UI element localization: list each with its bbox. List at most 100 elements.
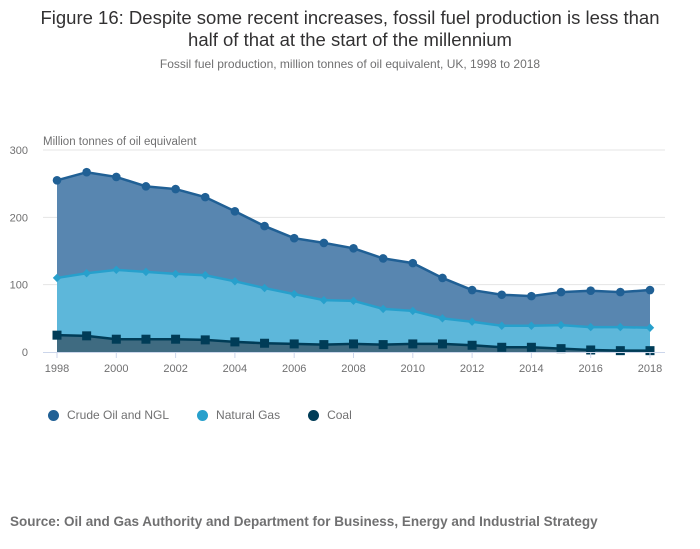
point-natural-gas — [527, 321, 536, 330]
point-coal — [497, 342, 507, 352]
point-coal — [52, 330, 62, 340]
legend-natural-gas-dot-icon — [197, 409, 209, 421]
source-note: Source: Oil and Gas Authority and Depart… — [10, 514, 598, 529]
x-tick-label: 2004 — [223, 363, 247, 375]
chart-title: Figure 16: Despite some recent increases… — [0, 7, 700, 51]
y-axis-label: Million tonnes of oil equivalent — [43, 136, 197, 148]
point-crude-oil-and-ngl — [467, 285, 477, 295]
point-coal — [645, 346, 655, 356]
point-natural-gas — [82, 269, 91, 278]
x-tick-label: 2006 — [282, 363, 306, 375]
x-tick-label: 2018 — [638, 363, 662, 375]
point-coal — [141, 334, 151, 344]
point-natural-gas — [556, 320, 566, 330]
point-crude-oil-and-ngl — [616, 287, 625, 297]
point-crude-oil-and-ngl — [141, 182, 151, 191]
x-axis — [43, 352, 665, 358]
point-natural-gas — [290, 289, 299, 299]
point-crude-oil-and-ngl — [556, 287, 566, 297]
point-natural-gas — [112, 265, 121, 275]
point-coal — [200, 335, 210, 345]
point-natural-gas — [171, 269, 180, 279]
point-natural-gas — [230, 277, 240, 286]
point-coal — [230, 337, 240, 347]
point-coal — [378, 340, 388, 350]
x-tick-label: 2000 — [104, 363, 128, 375]
point-coal — [586, 345, 596, 355]
legend-item-crude-oil[interactable]: Crude Oil and NGL — [48, 408, 169, 422]
point-crude-oil-and-ngl — [82, 167, 91, 177]
point-crude-oil-and-ngl — [586, 286, 595, 296]
series-markers — [52, 167, 655, 356]
y-tick-label: 0 — [22, 347, 28, 359]
point-coal — [319, 340, 329, 350]
point-coal — [615, 346, 625, 356]
y-tick-label: 100 — [10, 280, 28, 292]
point-crude-oil-and-ngl — [200, 192, 210, 202]
area-natural-gas — [57, 269, 650, 352]
legend-crude-oil-dot-icon — [48, 409, 59, 421]
point-natural-gas — [467, 317, 477, 326]
point-coal — [289, 339, 299, 349]
point-natural-gas — [497, 321, 506, 330]
point-crude-oil-and-ngl — [527, 291, 536, 301]
point-coal — [437, 339, 447, 349]
x-tick-label: 2012 — [460, 363, 484, 375]
point-natural-gas — [378, 304, 388, 314]
x-tick-label: 2008 — [341, 363, 365, 375]
point-natural-gas — [52, 273, 62, 283]
point-natural-gas — [616, 322, 625, 332]
x-tick-label: 1998 — [45, 363, 69, 375]
point-coal — [349, 339, 358, 349]
point-coal — [82, 331, 92, 341]
legend-label: Coal — [327, 408, 352, 422]
y-tick-label: 300 — [10, 145, 28, 157]
x-tick-label: 2010 — [401, 363, 425, 375]
point-crude-oil-and-ngl — [378, 254, 388, 263]
point-natural-gas — [645, 323, 655, 332]
point-coal — [260, 338, 270, 348]
point-crude-oil-and-ngl — [497, 290, 507, 300]
point-crude-oil-and-ngl — [645, 285, 655, 295]
point-crude-oil-and-ngl — [112, 172, 121, 182]
point-crude-oil-and-ngl — [289, 233, 299, 243]
point-crude-oil-and-ngl — [349, 244, 358, 253]
legend-label: Crude Oil and NGL — [67, 408, 170, 422]
point-crude-oil-and-ngl — [230, 206, 240, 216]
point-coal — [111, 334, 121, 344]
y-axis-ticks: 0 100 200 300 — [10, 145, 28, 359]
x-tick-label: 2016 — [578, 363, 602, 375]
y-tick-label: 200 — [10, 212, 28, 224]
legend-item-coal[interactable]: Coal — [308, 408, 352, 422]
point-crude-oil-and-ngl — [408, 258, 418, 268]
point-natural-gas — [260, 283, 269, 293]
chart-title-line-2: half of that at the start of the millenn… — [188, 29, 512, 50]
point-crude-oil-and-ngl — [171, 184, 180, 194]
point-crude-oil-and-ngl — [438, 273, 447, 283]
chart-subtitle: Fossil fuel production, million tonnes o… — [159, 57, 541, 71]
legend-label: Natural Gas — [216, 408, 281, 422]
x-axis-ticks: 1998 2000 2002 2004 2006 2008 2010 2012 2014 2016… — [45, 363, 662, 375]
point-natural-gas — [141, 267, 151, 277]
point-natural-gas — [349, 296, 358, 306]
point-coal — [171, 334, 181, 344]
point-crude-oil-and-ngl — [319, 238, 329, 248]
chart-title-line-1: Figure 16: Despite some recent increases… — [40, 7, 660, 28]
point-natural-gas — [408, 306, 417, 316]
point-crude-oil-and-ngl — [52, 176, 62, 185]
x-tick-label: 2002 — [163, 363, 187, 375]
legend: Crude Oil and NGL Natural Gas Coal — [48, 408, 380, 422]
x-tick-label: 2014 — [519, 363, 543, 375]
point-coal — [467, 340, 477, 350]
legend-item-natural-gas[interactable]: Natural Gas — [197, 408, 280, 422]
point-crude-oil-and-ngl — [260, 221, 269, 231]
point-natural-gas — [319, 295, 329, 305]
point-natural-gas — [201, 271, 210, 280]
point-coal — [526, 342, 536, 352]
point-coal — [408, 339, 418, 349]
legend-coal-dot-icon — [308, 409, 320, 421]
point-coal — [556, 344, 566, 354]
point-natural-gas — [586, 322, 595, 332]
point-natural-gas — [438, 314, 447, 323]
